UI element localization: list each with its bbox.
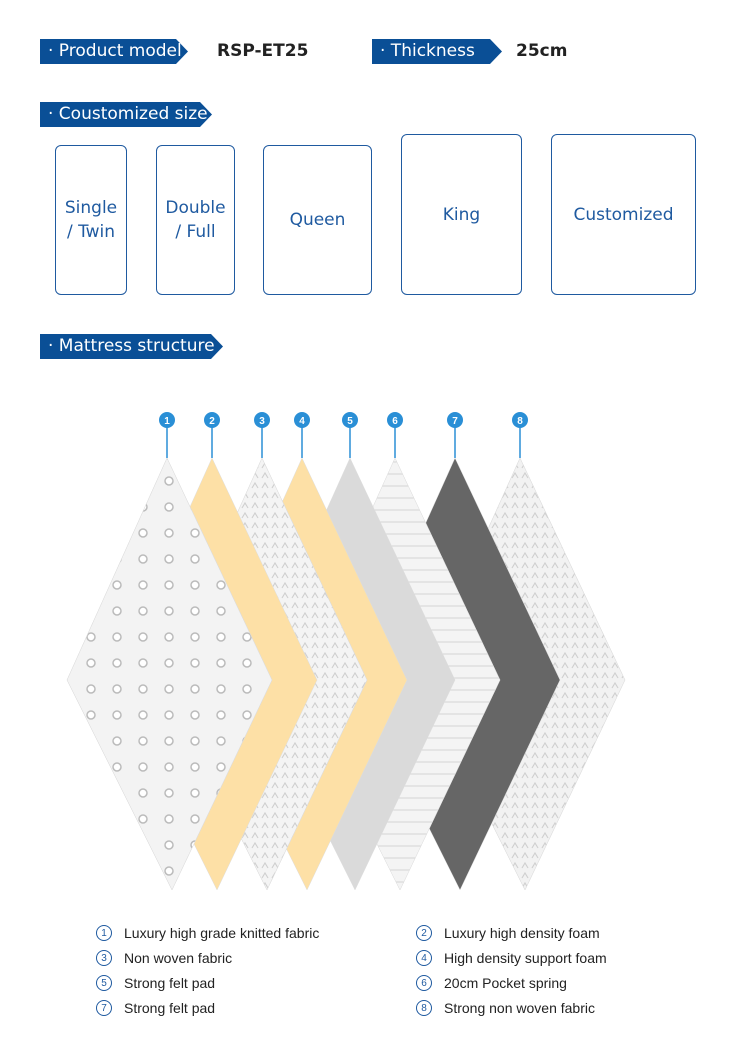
product-model-label: · Product model xyxy=(40,39,188,64)
size-king[interactable]: King xyxy=(401,134,522,295)
legend-label: Luxury high grade knitted fabric xyxy=(124,925,320,941)
layer-marker-8: 8 xyxy=(512,412,528,458)
size-customized[interactable]: Customized xyxy=(551,134,696,295)
layer-marker-6: 6 xyxy=(387,412,403,458)
layer-1 xyxy=(66,457,273,891)
legend-item-5: 5 Strong felt pad xyxy=(96,975,215,991)
legend-number: 7 xyxy=(96,1000,112,1016)
layer-marker-2: 2 xyxy=(204,412,220,458)
legend-number: 6 xyxy=(416,975,432,991)
customized-size-title: · Coustomized size xyxy=(40,102,212,127)
svg-text:7: 7 xyxy=(452,416,458,427)
legend-number: 2 xyxy=(416,925,432,941)
legend-number: 8 xyxy=(416,1000,432,1016)
mattress-structure-title: · Mattress structure xyxy=(40,334,223,359)
layer-marker-1: 1 xyxy=(159,412,175,458)
size-double-full[interactable]: Double / Full xyxy=(156,145,235,295)
svg-text:8: 8 xyxy=(517,416,523,427)
legend-item-2: 2 Luxury high density foam xyxy=(416,925,600,941)
legend-label: Luxury high density foam xyxy=(444,925,600,941)
legend-label: Strong felt pad xyxy=(124,1000,216,1016)
legend-label: Strong non woven fabric xyxy=(444,1000,595,1016)
thickness-value: 25cm xyxy=(516,41,568,61)
legend-item-3: 3 Non woven fabric xyxy=(96,950,232,966)
layer-marker-5: 5 xyxy=(342,412,358,458)
legend-number: 1 xyxy=(96,925,112,941)
size-single-twin[interactable]: Single / Twin xyxy=(55,145,127,295)
size-queen[interactable]: Queen xyxy=(263,145,372,295)
layer-marker-3: 3 xyxy=(254,412,270,458)
layer-marker-7: 7 xyxy=(447,412,463,458)
layer-marker-4: 4 xyxy=(294,412,310,458)
legend-item-4: 4 High density support foam xyxy=(416,950,607,966)
svg-text:6: 6 xyxy=(392,416,398,427)
thickness-label: · Thickness xyxy=(372,39,502,64)
legend-label: 20cm Pocket spring xyxy=(444,975,567,991)
legend-label: Strong felt pad xyxy=(124,975,216,991)
legend-item-7: 7 Strong felt pad xyxy=(96,1000,215,1016)
svg-text:4: 4 xyxy=(299,416,305,427)
legend-item-6: 6 20cm Pocket spring xyxy=(416,975,567,991)
svg-text:1: 1 xyxy=(164,416,170,427)
svg-text:2: 2 xyxy=(209,416,215,427)
legend-item-8: 8 Strong non woven fabric xyxy=(416,1000,595,1016)
legend-number: 4 xyxy=(416,950,432,966)
svg-text:5: 5 xyxy=(347,416,353,427)
legend-number: 3 xyxy=(96,950,112,966)
svg-text:3: 3 xyxy=(259,416,265,427)
legend-label: High density support foam xyxy=(444,950,607,966)
legend-number: 5 xyxy=(96,975,112,991)
product-model-value: RSP-ET25 xyxy=(217,41,309,61)
legend-item-1: 1 Luxury high grade knitted fabric xyxy=(96,925,319,941)
legend-label: Non woven fabric xyxy=(124,950,233,966)
